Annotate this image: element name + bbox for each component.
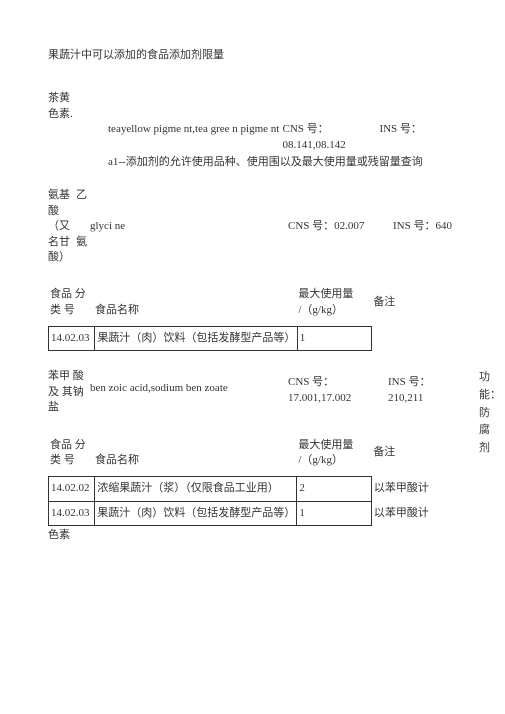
t: /（g/kg） (298, 304, 343, 316)
table1-wrap: 食品 分 类 号 食品名称 最大使用量 /（g/kg） 备注 14.02.03果… (48, 283, 457, 351)
section-tea-pigment: 茶黄 色素. teayellow pigme nt,tea gree n pig… (48, 91, 457, 170)
t: 17.001,17.002 (288, 392, 351, 404)
ins: INS 号：640 (393, 219, 452, 234)
t: 食品名称 (93, 434, 296, 473)
t: 酸） (48, 250, 457, 265)
english-name: teayellow pigme nt,tea gree n pigme nt (108, 122, 283, 153)
table2: 14.02.02浓缩果蔬汁（浆）（仅限食品工业用）2以苯甲酸计14.02.03果… (48, 476, 457, 526)
cell-category: 14.02.02 (49, 477, 95, 501)
t: 最大使用量 (298, 288, 353, 300)
footnote: a1--添加剂的允许使用品种、使用围以及最大使用量或残留量查询 (48, 155, 457, 170)
t: 分 (75, 288, 86, 300)
t: 类 (50, 304, 61, 316)
cns: CNS 号： 08.141,08.142 (283, 122, 380, 153)
ins: INS 号： 210,211 (388, 369, 430, 415)
t: 号 (64, 454, 75, 466)
t: 分 (75, 439, 86, 451)
t: 210,211 (388, 392, 423, 404)
cell-foodname: 浓缩果蔬汁（浆）（仅限食品工业用） (95, 477, 297, 501)
txt: 色素. (48, 107, 457, 122)
table-row: 14.02.02浓缩果蔬汁（浆）（仅限食品工业用）2以苯甲酸计 (49, 477, 457, 501)
english-name: ben zoic acid,sodium ben zoate (90, 369, 288, 415)
t: 备注 (371, 283, 457, 322)
t: INS 号： (388, 376, 430, 388)
cell-foodname: 果蔬汁（肉）饮料（包括发酵型产品等） (95, 501, 297, 525)
val: 08.141,08.142 (283, 139, 346, 151)
t: 食品名称 (93, 283, 296, 322)
cell-category: 14.02.03 (49, 501, 95, 525)
t: （又 (48, 219, 90, 234)
txt: 茶黄 (48, 91, 457, 106)
t: 备注 (371, 434, 457, 473)
section-benzoic: 功能：防腐剂 苯甲 酸 及 其钠 盐 ben zoic acid,sodium … (48, 369, 457, 415)
t: 食品 (50, 439, 72, 451)
cell-max: 2 (297, 477, 371, 501)
cell-max: 1 (297, 327, 372, 351)
lbl: CNS 号： (283, 123, 329, 135)
section-glycine: 氨基 乙 酸 （又 glyci ne CNS 号：02.007 INS 号：64… (48, 188, 457, 265)
t: 氨 (76, 235, 87, 250)
t: 最大使用量 (298, 439, 353, 451)
cell-note: 以苯甲酸计 (371, 477, 456, 501)
t: 氨基 (48, 188, 76, 203)
table1: 14.02.03果蔬汁（肉）饮料（包括发酵型产品等）1 (48, 326, 457, 351)
page-title: 果蔬汁中可以添加的食品添加剂限量 (48, 48, 457, 63)
cell-category: 14.02.03 (49, 327, 95, 351)
t: 及 (48, 386, 59, 398)
cell-note (372, 327, 457, 351)
t: /（g/kg） (298, 454, 343, 466)
t: 号 (64, 304, 75, 316)
english-name: glyci ne (90, 219, 288, 234)
table-header: 食品 分 类 号 食品名称 最大使用量 /（g/kg） 备注 (48, 434, 457, 473)
ins: INS 号： (379, 122, 457, 153)
tail-text: 色素 (48, 528, 457, 543)
table2-wrap: 食品 分 类 号 食品名称 最大使用量 /（g/kg） 备注 14.02.02浓… (48, 434, 457, 544)
table-row: 14.02.03果蔬汁（肉）饮料（包括发酵型产品等）1以苯甲酸计 (49, 501, 457, 525)
t: CNS 号： (288, 376, 334, 388)
t: 酸 (73, 370, 84, 382)
table-row: 14.02.03果蔬汁（肉）饮料（包括发酵型产品等）1 (49, 327, 458, 351)
t: 名甘 (48, 235, 76, 250)
t: 苯甲 (48, 370, 70, 382)
cell-foodname: 果蔬汁（肉）饮料（包括发酵型产品等） (95, 327, 297, 351)
table-header: 食品 分 类 号 食品名称 最大使用量 /（g/kg） 备注 (48, 283, 457, 322)
t: 盐 (48, 401, 59, 413)
row: teayellow pigme nt,tea gree n pigme nt C… (48, 122, 457, 153)
side-function-label: 功能：防腐剂 (479, 369, 493, 457)
t: 酸 (48, 204, 457, 219)
cns: CNS 号：02.007 (288, 219, 393, 234)
t: 其钠 (62, 386, 84, 398)
cell-max: 1 (297, 501, 371, 525)
t: 食品 (50, 288, 72, 300)
t: 类 (50, 454, 61, 466)
cell-note: 以苯甲酸计 (371, 501, 456, 525)
t: 乙 (76, 188, 87, 203)
cns: CNS 号： 17.001,17.002 (288, 369, 388, 415)
